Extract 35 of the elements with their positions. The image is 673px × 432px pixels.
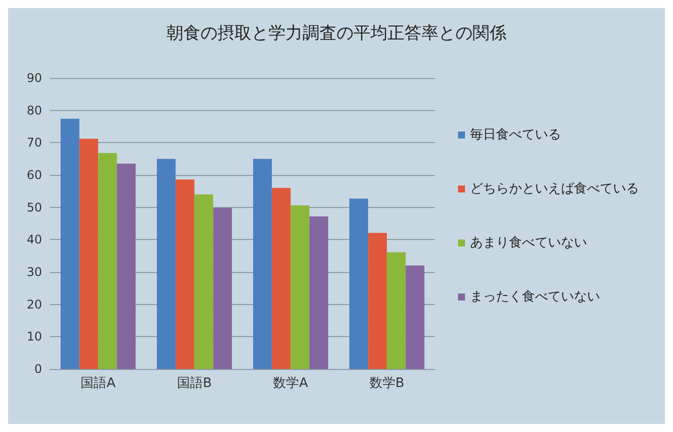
bar xyxy=(194,194,214,369)
bar xyxy=(156,158,176,369)
y-tick-label: 80 xyxy=(26,103,42,118)
y-tick-label: 60 xyxy=(26,168,42,182)
y-tick-label: 40 xyxy=(26,232,42,247)
bar xyxy=(213,208,232,369)
x-tick-label: 数学A xyxy=(273,376,308,391)
y-tick-label: 30 xyxy=(26,265,42,279)
bar xyxy=(60,118,80,369)
y-tick-label: 0 xyxy=(34,362,42,376)
y-tick-label: 50 xyxy=(26,200,42,214)
y-tick-label: 20 xyxy=(26,297,42,312)
y-tick-label: 90 xyxy=(26,71,42,85)
legend-label: あまり食べていない xyxy=(470,236,587,250)
chart-title: 朝食の摂取と学力調査の平均正答率との関係 xyxy=(166,24,506,44)
bar xyxy=(368,232,387,369)
bar xyxy=(349,198,368,369)
x-tick-label: 数学B xyxy=(369,376,404,391)
bar xyxy=(309,216,328,369)
bar xyxy=(116,164,136,369)
legend-label: 毎日食べている xyxy=(470,128,561,142)
x-tick-label: 国語B xyxy=(176,376,212,391)
bar xyxy=(406,266,424,369)
bar xyxy=(176,180,194,369)
x-tick-label: 国語A xyxy=(80,376,116,391)
bar xyxy=(272,188,291,369)
y-tick-label: 70 xyxy=(26,136,42,150)
legend-label: どちらかといえば食べている xyxy=(470,182,639,196)
bar xyxy=(253,158,272,369)
bar xyxy=(98,153,117,369)
bar xyxy=(386,252,406,369)
legend-label: まったく食べていない xyxy=(470,290,600,304)
bar xyxy=(290,205,310,369)
y-tick-label: 10 xyxy=(26,330,42,344)
bar xyxy=(79,138,98,369)
